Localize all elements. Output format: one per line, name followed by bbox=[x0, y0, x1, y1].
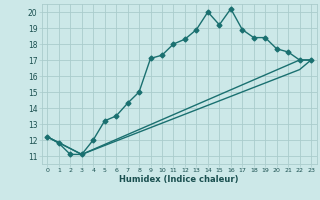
X-axis label: Humidex (Indice chaleur): Humidex (Indice chaleur) bbox=[119, 175, 239, 184]
